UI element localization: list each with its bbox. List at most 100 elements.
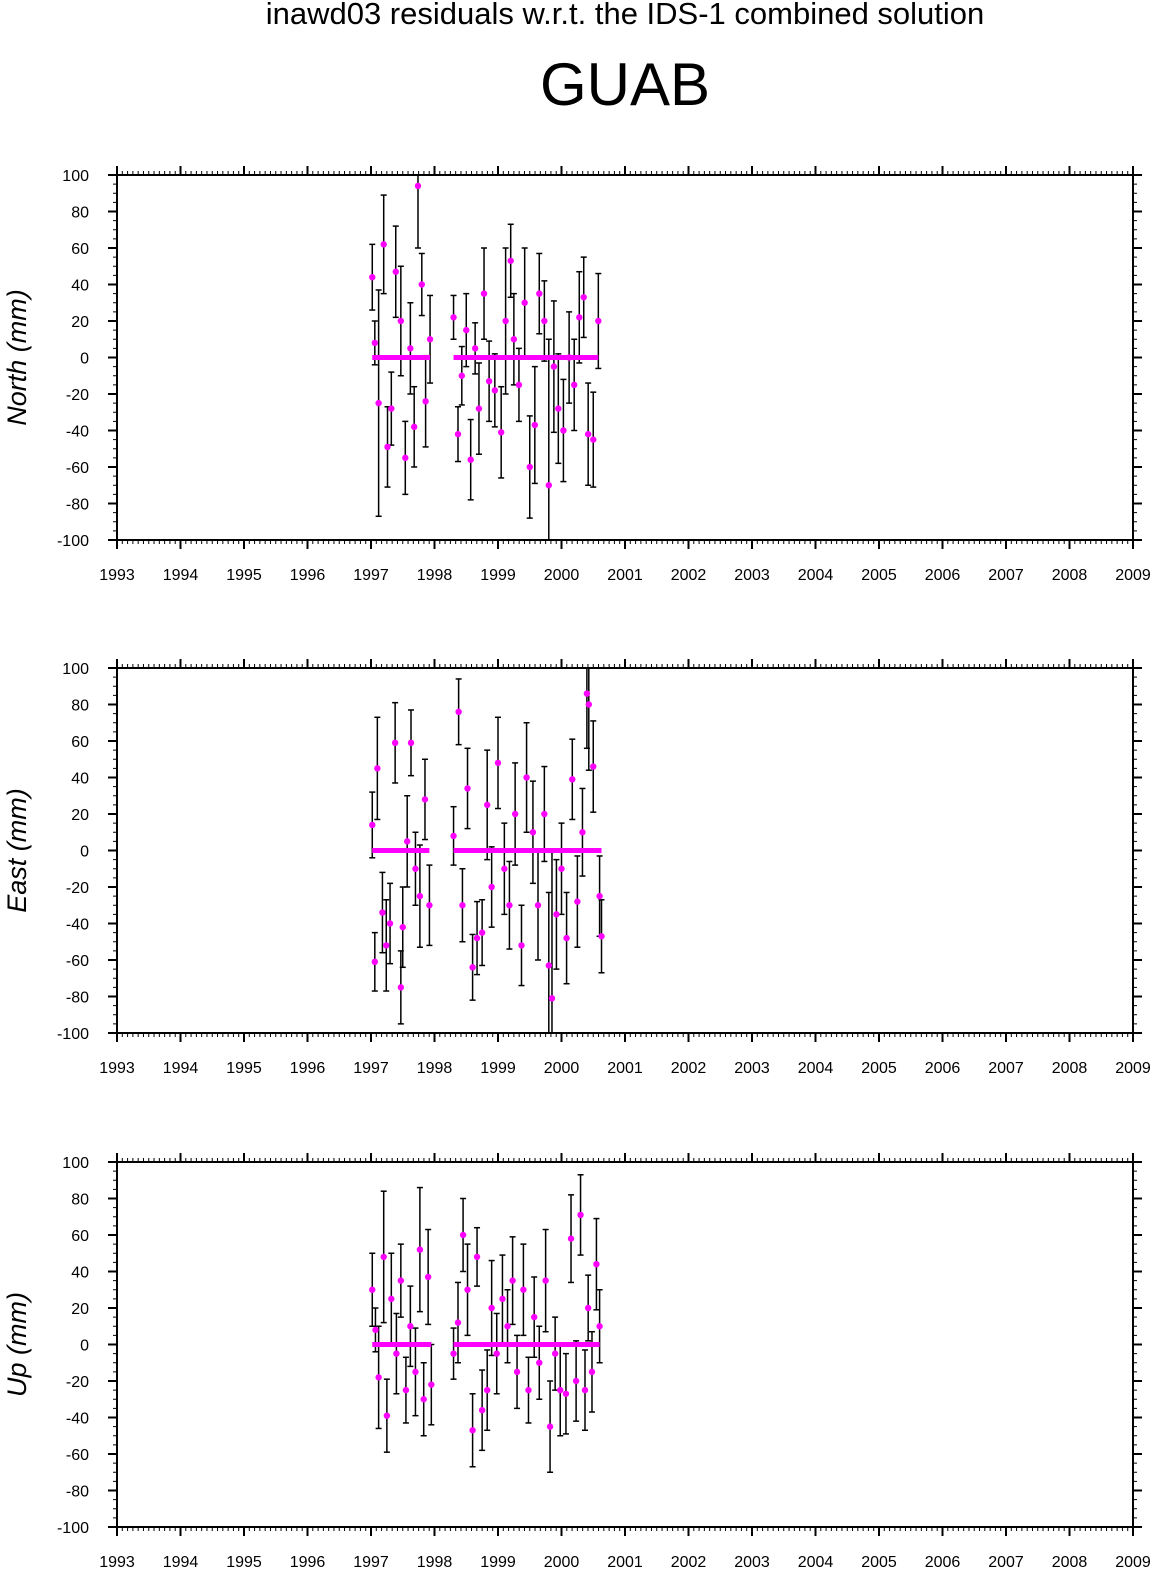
data-point xyxy=(590,763,597,770)
x-tick-label: 2006 xyxy=(925,1554,961,1571)
y-tick-label: 80 xyxy=(71,205,89,222)
data-point xyxy=(459,902,466,909)
data-point xyxy=(463,326,470,334)
data-point xyxy=(560,427,567,434)
x-tick-label: 2001 xyxy=(607,1060,643,1077)
data-point xyxy=(450,832,457,840)
data-point xyxy=(557,1386,564,1394)
data-point xyxy=(569,776,576,783)
data-point xyxy=(369,274,376,281)
data-point xyxy=(416,892,424,900)
data-point xyxy=(454,1319,462,1326)
data-point xyxy=(418,281,425,288)
data-point xyxy=(581,1386,589,1394)
data-point xyxy=(410,423,418,431)
x-tick-label: 1996 xyxy=(290,1060,326,1077)
data-point xyxy=(369,821,376,829)
data-point xyxy=(580,294,587,301)
data-point xyxy=(403,838,411,845)
y-tick-label: 0 xyxy=(80,844,89,861)
data-point xyxy=(579,829,586,836)
x-tick-label: 1995 xyxy=(226,1060,262,1077)
y-tick-label: 0 xyxy=(80,351,89,368)
x-tick-label: 1996 xyxy=(290,1554,326,1571)
data-point xyxy=(525,1386,532,1394)
error-bars xyxy=(369,1174,603,1473)
x-tick-label: 1998 xyxy=(417,1060,453,1077)
y-tick-label: 20 xyxy=(71,314,89,331)
data-point xyxy=(388,405,395,412)
y-tick-label: 60 xyxy=(71,241,89,258)
data-point xyxy=(551,1350,559,1357)
data-point xyxy=(576,314,583,321)
data-point xyxy=(584,430,592,438)
x-tick-label: 1998 xyxy=(417,567,453,584)
y-tick-label: -80 xyxy=(66,497,89,514)
y-tick-label: 20 xyxy=(71,1301,89,1318)
data-point xyxy=(541,810,548,818)
data-point xyxy=(422,398,429,405)
x-tick-label: 1998 xyxy=(417,1554,453,1571)
y-tick-label: 60 xyxy=(71,734,89,751)
data-point xyxy=(541,317,548,325)
data-point xyxy=(380,241,387,248)
data-point xyxy=(491,387,499,394)
data-point xyxy=(399,923,406,931)
data-point xyxy=(511,810,519,818)
x-tick-label: 2009 xyxy=(1115,1060,1151,1077)
x-tick-label: 1995 xyxy=(226,567,262,584)
data-point xyxy=(562,1390,570,1397)
data-point xyxy=(383,942,390,949)
x-tick-label: 1997 xyxy=(353,1060,389,1077)
data-point xyxy=(520,1286,527,1293)
data-point xyxy=(548,995,556,1002)
x-tick-label: 2003 xyxy=(734,1060,770,1077)
data-point xyxy=(499,1295,506,1303)
x-tick-label: 1999 xyxy=(480,567,516,584)
x-tick-label: 2001 xyxy=(607,567,643,584)
x-tick-label: 2007 xyxy=(988,567,1024,584)
x-tick-label: 1999 xyxy=(480,1554,516,1571)
data-point xyxy=(407,345,414,352)
x-tick-label: 2006 xyxy=(925,567,961,584)
data-point xyxy=(407,1323,414,1330)
panel-east: 1993 1994 1995 1996 1997 1998 1999 2000 2001 2002… xyxy=(2,659,1151,1077)
y-tick-label: -100 xyxy=(57,533,89,550)
panel-up: 1993 1994 1995 1996 1997 1998 1999 2000 2001 2002… xyxy=(2,1153,1151,1571)
station-name: GUAB xyxy=(539,51,711,118)
data-point xyxy=(450,1350,457,1357)
x-tick-label: 1994 xyxy=(163,567,199,584)
x-tick-label: 2004 xyxy=(798,1554,834,1571)
y-tick-label: 100 xyxy=(62,1155,89,1172)
data-point xyxy=(402,454,409,462)
y-tick-label: 20 xyxy=(71,807,89,824)
y-tick-label: 40 xyxy=(71,771,89,788)
data-point xyxy=(558,865,565,872)
data-point xyxy=(420,1396,427,1403)
data-point xyxy=(485,378,493,385)
x-tick-label: 2000 xyxy=(544,1060,580,1077)
data-point xyxy=(459,1231,467,1239)
chart-suptitle: inawd03 residuals w.r.t. the IDS-1 combi… xyxy=(265,0,985,31)
y-tick-label: 40 xyxy=(71,278,89,295)
x-tick-label: 1995 xyxy=(226,1554,262,1571)
x-tick-label: 1993 xyxy=(99,567,135,584)
x-tick-label: 2006 xyxy=(925,1060,961,1077)
data-point xyxy=(555,405,562,412)
data-point xyxy=(531,421,539,429)
data-point xyxy=(402,1386,410,1394)
data-point xyxy=(416,1246,424,1253)
data-point xyxy=(502,317,509,325)
data-point xyxy=(513,1368,521,1376)
data-point xyxy=(428,1381,435,1388)
y-tick-label: -20 xyxy=(66,880,89,897)
y-axis-label: Up (mm) xyxy=(2,1292,32,1397)
data-point xyxy=(383,1412,391,1419)
y-axis-label: East (mm) xyxy=(2,788,32,913)
data-point xyxy=(484,1386,491,1394)
plot-frame xyxy=(116,667,1134,1034)
x-tick-label: 2002 xyxy=(671,567,707,584)
data-point xyxy=(478,929,486,936)
data-point xyxy=(412,1368,419,1376)
data-point xyxy=(369,1286,376,1293)
